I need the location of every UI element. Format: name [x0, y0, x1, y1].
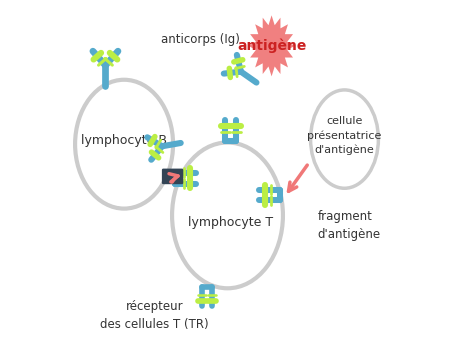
- Text: anticorps (Ig): anticorps (Ig): [162, 33, 240, 46]
- Polygon shape: [248, 15, 295, 76]
- Text: lymphocyte B: lymphocyte B: [81, 134, 167, 147]
- Ellipse shape: [172, 143, 283, 288]
- Ellipse shape: [75, 80, 173, 209]
- Text: fragment
d'antigène: fragment d'antigène: [317, 210, 380, 241]
- Text: antigène: antigène: [237, 39, 306, 53]
- Text: lymphocyte T: lymphocyte T: [188, 216, 273, 229]
- Ellipse shape: [311, 90, 379, 188]
- FancyBboxPatch shape: [162, 169, 183, 184]
- Text: récepteur
des cellules T (TR): récepteur des cellules T (TR): [100, 300, 209, 331]
- Text: cellule
présentatrice
d'antigène: cellule présentatrice d'antigène: [307, 116, 382, 155]
